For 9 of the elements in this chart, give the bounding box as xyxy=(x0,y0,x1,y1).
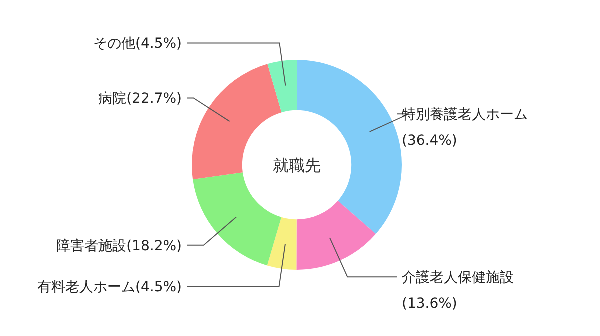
slice-label: その他(4.5%) xyxy=(94,36,182,52)
slice-label: 介護老人保健施設 xyxy=(402,270,514,286)
data-label: (13.6%) xyxy=(402,296,458,312)
slice-label: 障害者施設(18.2%) xyxy=(56,238,182,254)
slice-label: 特別養護老人ホーム xyxy=(402,107,528,124)
data-label: (36.4%) xyxy=(402,133,458,150)
slice-label: 有料老人ホーム(4.5%) xyxy=(38,280,182,296)
slice-label: 病院(22.7%) xyxy=(98,91,182,108)
text: 就職先 xyxy=(273,156,321,175)
